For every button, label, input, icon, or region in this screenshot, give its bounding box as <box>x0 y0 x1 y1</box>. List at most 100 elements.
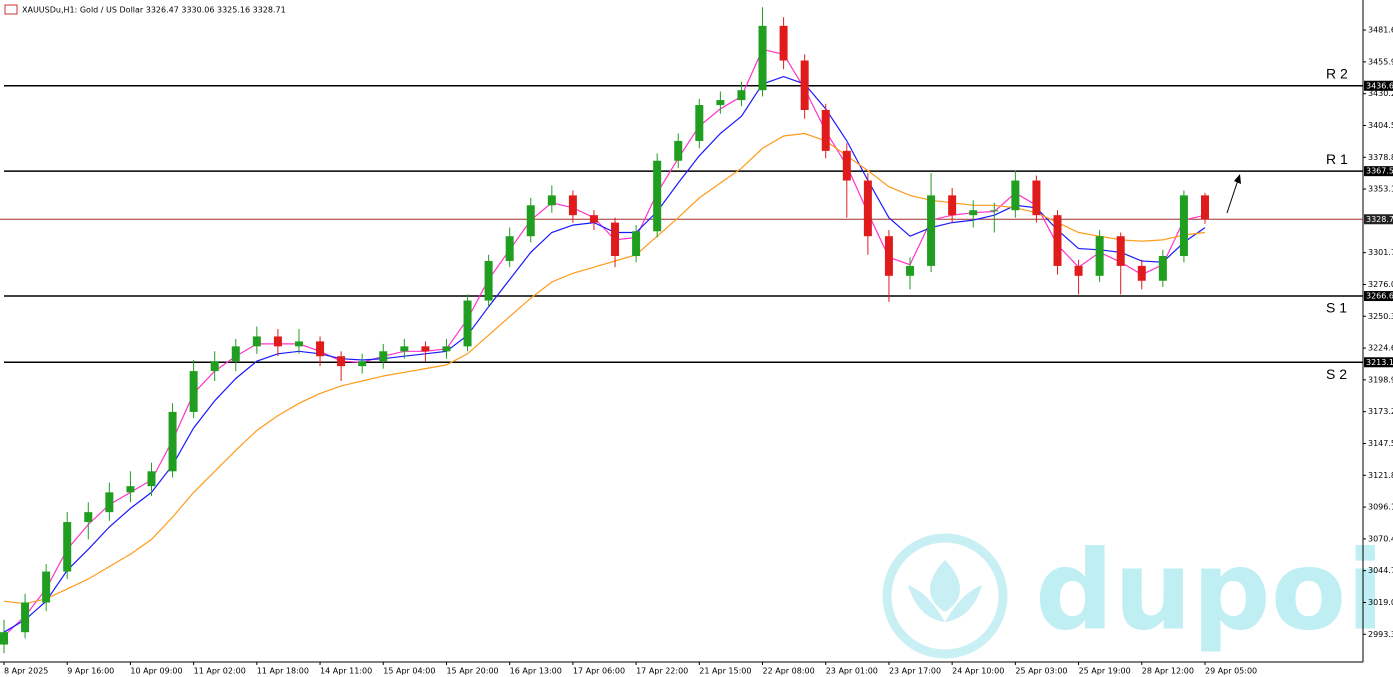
candle-body <box>21 602 30 633</box>
x-tick-label: 25 Apr 03:00 <box>1015 667 1067 676</box>
candle-body <box>126 486 135 493</box>
x-tick-label: 9 Apr 16:00 <box>67 667 114 676</box>
candle-body <box>231 346 240 362</box>
level-price-box <box>1364 166 1393 177</box>
candle-body <box>84 512 93 523</box>
x-tick-label: 15 Apr 20:00 <box>446 667 498 676</box>
candle-body <box>63 522 72 572</box>
x-tick-label: 10 Apr 09:00 <box>130 667 182 676</box>
x-tick-label: 22 Apr 08:00 <box>763 667 815 676</box>
candle-body <box>210 361 219 372</box>
candle-body <box>400 346 409 352</box>
candle-body <box>1179 195 1188 257</box>
ma-line <box>3 75 1206 633</box>
candle-body <box>1095 236 1104 276</box>
x-tick-label: 21 Apr 15:00 <box>699 667 751 676</box>
level-price-box <box>1364 80 1393 91</box>
level-name: S 2 <box>1326 366 1347 382</box>
y-tick-label: 3455.90 <box>1368 57 1393 66</box>
candle-body <box>1116 236 1125 266</box>
y-tick-label: 3481.60 <box>1368 26 1393 35</box>
price-box <box>1364 214 1393 225</box>
candle-body <box>358 361 367 367</box>
y-tick-label: 3378.80 <box>1368 153 1393 162</box>
price-label: 3328.71 <box>1366 215 1393 224</box>
level-price-box <box>1364 357 1393 368</box>
candle-body <box>906 265 915 276</box>
y-tick-label: 3198.90 <box>1368 375 1393 384</box>
candle-body <box>1137 265 1146 281</box>
y-tick-label: 3276.00 <box>1368 280 1393 289</box>
candle-body <box>42 571 51 603</box>
x-tick-label: 11 Apr 18:00 <box>257 667 309 676</box>
level-name: R 1 <box>1326 151 1348 167</box>
x-tick-label: 24 Apr 10:00 <box>952 667 1004 676</box>
x-tick-label: 23 Apr 01:00 <box>826 667 878 676</box>
candle-body <box>1200 195 1209 220</box>
candle-body <box>632 231 641 257</box>
candle-body <box>379 351 388 362</box>
candle-body <box>779 25 788 61</box>
candle-body <box>0 632 8 645</box>
candle-body <box>147 471 156 487</box>
candle-body <box>821 110 830 151</box>
candle-body <box>337 356 346 367</box>
level-price-label: 3213.13 <box>1366 358 1393 367</box>
chart-icon <box>4 4 18 15</box>
candle-body <box>948 195 957 216</box>
candle-body <box>1158 256 1167 281</box>
y-tick-label: 3173.20 <box>1368 407 1393 416</box>
candle-body <box>653 160 662 232</box>
x-tick-label: 15 Apr 04:00 <box>383 667 435 676</box>
candle-body <box>927 195 936 266</box>
level-price-label: 3436.60 <box>1366 81 1393 90</box>
watermark: dupoin <box>1035 526 1393 654</box>
candle-body <box>526 205 535 237</box>
candle-body <box>611 222 620 257</box>
y-tick-label: 3147.50 <box>1368 439 1393 448</box>
chart-title: XAUUSDu,H1: Gold / US Dollar 3326.47 333… <box>22 6 286 15</box>
candle-body <box>863 180 872 237</box>
candle-body <box>547 195 556 206</box>
y-tick-label: 3224.60 <box>1368 344 1393 353</box>
candle-body <box>442 346 451 352</box>
candle-body <box>990 210 999 212</box>
candle-body <box>695 105 704 141</box>
x-tick-label: 29 Apr 05:00 <box>1205 667 1257 676</box>
candle-body <box>294 341 303 347</box>
candle-body <box>316 341 325 357</box>
y-tick-label: 3353.10 <box>1368 185 1393 194</box>
x-tick-label: 8 Apr 2025 <box>4 667 48 676</box>
candle-body <box>484 260 493 301</box>
candle-body <box>568 195 577 216</box>
candle-body <box>674 140 683 161</box>
x-tick-label: 14 Apr 11:00 <box>320 667 372 676</box>
candle-body <box>884 236 893 276</box>
candle-body <box>105 492 114 513</box>
y-tick-label: 3019.00 <box>1368 598 1393 607</box>
y-tick-label: 3121.80 <box>1368 471 1393 480</box>
candle-body <box>1074 265 1083 276</box>
y-tick-label: 3430.20 <box>1368 89 1393 98</box>
candle-body <box>1053 215 1062 266</box>
candle-body <box>1011 180 1020 211</box>
x-tick-label: 17 Apr 22:00 <box>636 667 688 676</box>
candle-body <box>758 25 767 91</box>
y-tick-label: 3044.70 <box>1368 566 1393 575</box>
candle-body <box>1032 180 1041 216</box>
y-tick-label: 3250.30 <box>1368 312 1393 321</box>
x-tick-label: 23 Apr 17:00 <box>889 667 941 676</box>
y-tick-label: 3070.40 <box>1368 534 1393 543</box>
ma-line <box>3 48 1206 637</box>
level-name: S 1 <box>1326 300 1347 316</box>
x-tick-label: 11 Apr 02:00 <box>194 667 246 676</box>
arrow <box>1226 179 1239 214</box>
watermark-logo <box>882 533 1008 659</box>
candle-body <box>421 346 430 352</box>
candle-body <box>737 90 746 101</box>
y-tick-label: 2993.30 <box>1368 630 1393 639</box>
candle-body <box>463 300 472 347</box>
candle-body <box>168 411 177 472</box>
ma-line <box>3 132 1206 605</box>
